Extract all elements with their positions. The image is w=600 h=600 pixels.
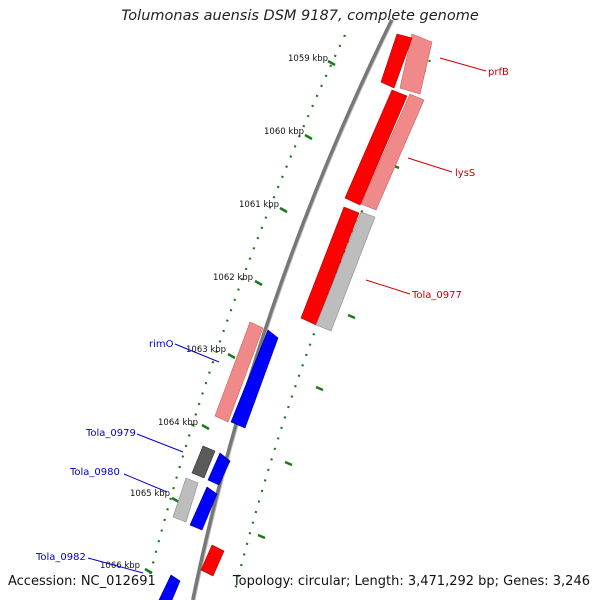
tick-mark	[347, 313, 356, 320]
gene-arrow-rimO	[230, 329, 279, 429]
tick-mark	[257, 533, 266, 540]
gene-small-red[interactable]	[200, 544, 225, 577]
gene-lysS[interactable]	[344, 89, 425, 211]
leader-line-lysS	[407, 157, 453, 173]
gene-tola-0977[interactable]	[300, 206, 376, 332]
genome-backbone-highlight	[194, 19, 395, 600]
gene-arrow-rimO-light	[214, 321, 264, 423]
gene-arrow-tola-0977-grey	[315, 211, 376, 332]
accession-label: Accession: NC_012691	[8, 574, 156, 589]
gene-label-tola-0979[interactable]: Tola_0979	[85, 428, 136, 439]
tick-label: 1063 kbp	[186, 345, 226, 355]
genome-summary: Topology: circular; Length: 3,471,292 bp…	[232, 574, 590, 589]
tick-mark	[201, 423, 210, 431]
tick-label: 1066 kbp	[100, 561, 140, 571]
gene-tola-0979[interactable]	[191, 445, 231, 486]
gene-arrow-lysS	[344, 89, 408, 206]
tick-mark	[227, 352, 236, 360]
leader-line-tola-0979	[136, 433, 184, 453]
tick-mark	[304, 133, 313, 141]
gene-label-tola-0980[interactable]: Tola_0980	[69, 467, 120, 478]
gene-arrow-tola-0979-blue	[207, 452, 231, 486]
tick-mark	[315, 385, 324, 392]
gene-label-prfB[interactable]: prfB	[488, 67, 509, 78]
tick-label: 1059 kbp	[288, 54, 328, 64]
gene-tola-0980[interactable]	[172, 477, 218, 531]
leader-line-tola-0977	[365, 279, 411, 295]
gene-arrow-tola-0979	[191, 445, 216, 479]
leader-line-prfB	[439, 57, 487, 72]
gene-arrow-prfB	[399, 33, 433, 95]
tick-mark	[279, 206, 288, 214]
map-title: Tolumonas auensis DSM 9187, complete gen…	[121, 8, 479, 24]
gene-rimO[interactable]	[214, 321, 279, 429]
tick-mark	[144, 567, 153, 575]
gene-arrow-small-red	[200, 544, 225, 577]
tick-mark	[171, 496, 180, 504]
genome-backbone	[191, 19, 394, 600]
gene-arrow-tola-0980	[172, 477, 199, 523]
gene-label-rimO[interactable]: rimO	[149, 339, 174, 350]
gene-arrow-prfB-dark	[380, 33, 413, 89]
tick-mark	[327, 59, 336, 67]
gene-label-tola-0977[interactable]: Tola_0977	[411, 290, 462, 301]
gene-arrow-lysS-light	[360, 93, 425, 211]
tick-label: 1062 kbp	[213, 273, 253, 283]
leader-line-rimO	[174, 343, 220, 363]
tick-mark	[284, 460, 293, 467]
gene-prfB[interactable]	[380, 33, 433, 95]
gene-label-lysS[interactable]: lysS	[455, 168, 475, 179]
leader-line-tola-0982	[87, 557, 144, 574]
gene-tola-0982[interactable]	[158, 574, 181, 600]
tick-mark	[254, 279, 263, 287]
tick-label: 1061 kbp	[239, 200, 279, 210]
gene-arrow-tola-0980-blue	[189, 486, 218, 531]
tick-label: 1060 kbp	[264, 127, 304, 137]
tick-label: 1065 kbp	[130, 489, 170, 499]
tick-label: 1064 kbp	[158, 418, 198, 428]
gene-label-tola-0982[interactable]: Tola_0982	[35, 552, 86, 563]
leader-line-tola-0980	[123, 473, 168, 493]
gene-arrow-tola-0982	[158, 574, 181, 600]
outer-dotted-ring	[148, 34, 346, 576]
